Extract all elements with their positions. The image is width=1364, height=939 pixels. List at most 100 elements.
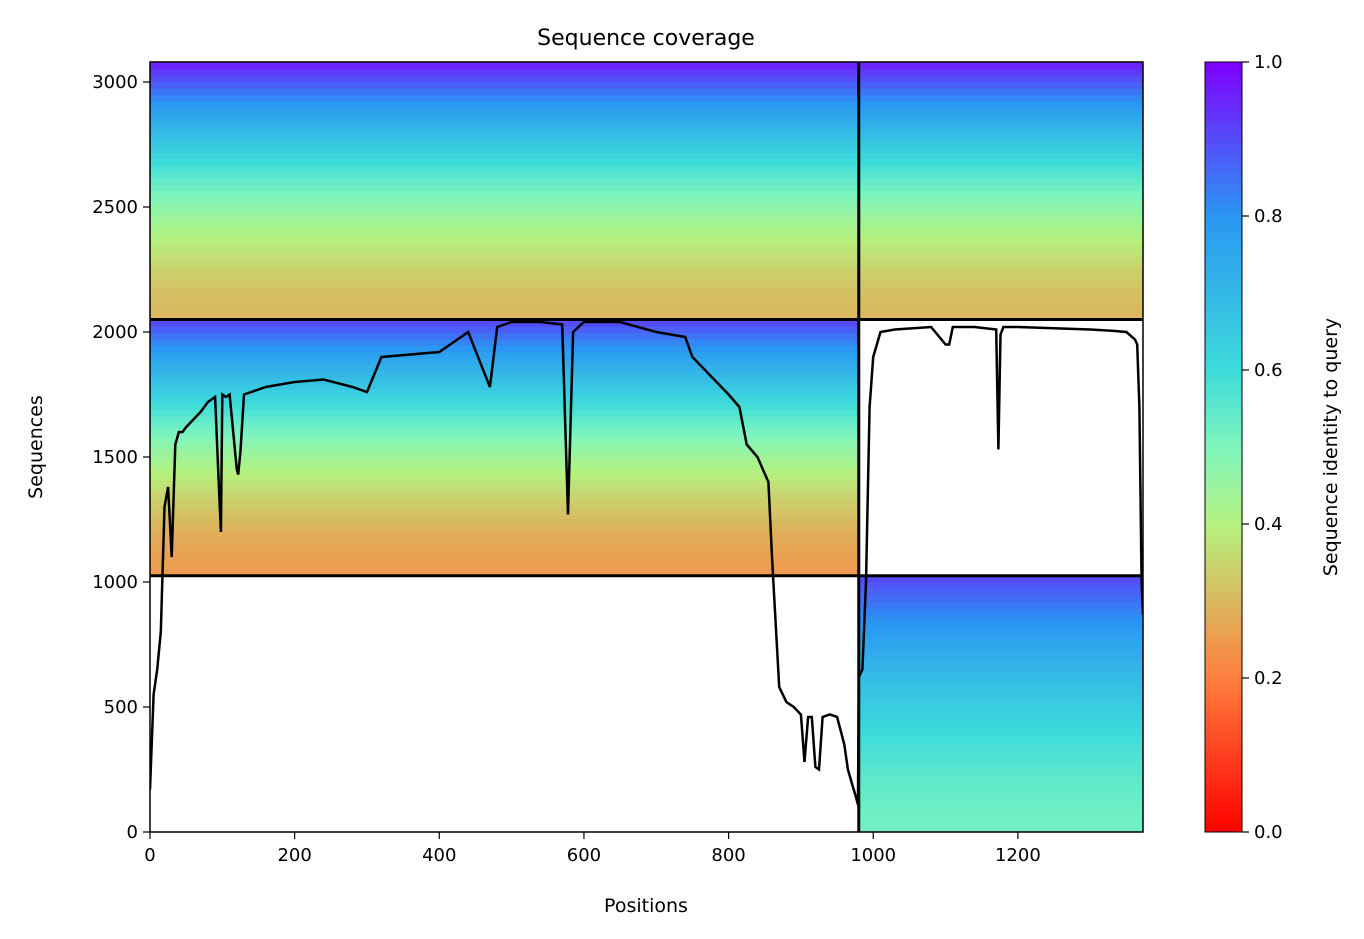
block-boundaries (150, 62, 1143, 832)
x-axis-ticks: 0 200 400 600 800 1000 1200 (144, 832, 1041, 866)
chart-title: Sequence coverage (537, 26, 755, 51)
heatmap-band (858, 723, 1143, 731)
heatmap-band (858, 646, 1143, 654)
y-tick-label: 0 (127, 822, 138, 843)
heatmap-band (150, 300, 1143, 308)
heatmap-band (858, 691, 1143, 699)
heatmap-band (150, 139, 1143, 147)
x-axis-label: Positions (604, 895, 688, 917)
heatmap-band (150, 190, 1143, 198)
heatmap-band (150, 422, 859, 430)
heatmap-band (858, 594, 1143, 602)
heatmap-band (858, 671, 1143, 679)
heatmap-band (150, 466, 859, 474)
heatmap-band (150, 441, 859, 449)
heatmap-band (150, 364, 859, 372)
heatmap-band (150, 556, 859, 564)
heatmap-band (150, 62, 1143, 70)
heatmap-band (858, 652, 1143, 660)
x-tick-label: 600 (567, 845, 601, 866)
heatmap-band (150, 242, 1143, 250)
heatmap-band (150, 562, 859, 570)
heatmap-band (150, 345, 859, 353)
heatmap-band (150, 100, 1143, 108)
heatmap-band (150, 113, 1143, 121)
x-tick-label: 1000 (850, 845, 896, 866)
y-tick-label: 3000 (92, 72, 138, 93)
heatmap-band (150, 434, 859, 442)
heatmap-band (150, 145, 1143, 153)
colorbar (1204, 61, 1243, 833)
heatmap-band (858, 639, 1143, 647)
y-tick-label: 2000 (92, 322, 138, 343)
heatmap-band (150, 216, 1143, 224)
heatmap-band (858, 793, 1143, 801)
coverage-line (150, 320, 1143, 807)
heatmap-band (150, 389, 859, 397)
heatmap-band (150, 511, 859, 519)
heatmap-band (150, 280, 1143, 288)
heatmap-band (858, 825, 1143, 832)
heatmap-band (150, 261, 1143, 269)
heatmap-band (150, 370, 859, 378)
heatmap-band (150, 325, 859, 333)
heatmap-band (150, 319, 859, 327)
heatmap-band (858, 601, 1143, 609)
heatmap-band (858, 787, 1143, 795)
plot-frame (149, 61, 1144, 833)
coverage-heatmap (150, 62, 1143, 832)
heatmap-band (858, 703, 1143, 711)
heatmap-band (150, 210, 1143, 218)
heatmap-band (150, 293, 1143, 301)
heatmap-band (150, 332, 859, 340)
heatmap-band (150, 396, 859, 404)
heatmap-band (858, 716, 1143, 724)
colorbar-tick-label: 0.4 (1254, 514, 1283, 535)
heatmap-band (858, 607, 1143, 615)
heatmap-band (150, 255, 1143, 263)
heatmap-band (150, 409, 859, 417)
heatmap-band (150, 505, 859, 513)
heatmap-band (858, 806, 1143, 814)
y-tick-label: 1500 (92, 447, 138, 468)
heatmap-band (150, 119, 1143, 127)
heatmap-band (858, 582, 1143, 590)
heatmap-band (150, 184, 1143, 192)
heatmap-band (150, 177, 1143, 185)
heatmap-band (150, 313, 1143, 321)
heatmap-band (858, 780, 1143, 788)
colorbar-label: Sequence identity to query (1320, 318, 1342, 576)
heatmap-band (150, 550, 859, 558)
heatmap-band (858, 729, 1143, 737)
heatmap-band (150, 492, 859, 500)
heatmap-band (150, 107, 1143, 115)
heatmap-band (150, 287, 1143, 295)
heatmap-band (858, 710, 1143, 718)
heatmap-band (858, 799, 1143, 807)
heatmap-band (150, 486, 859, 494)
heatmap-band (150, 569, 859, 577)
heatmap-band (150, 524, 859, 532)
heatmap-band (858, 767, 1143, 775)
y-tick-label: 2500 (92, 197, 138, 218)
heatmap-band (150, 351, 859, 359)
heatmap-band (150, 415, 859, 423)
y-axis-ticks: 0 500 1000 1500 2000 2500 3000 (92, 72, 150, 843)
heatmap-band (858, 819, 1143, 827)
heatmap-block (150, 62, 1143, 321)
heatmap-band (150, 338, 859, 346)
heatmap-band (150, 248, 1143, 256)
y-axis-label: Sequences (25, 395, 47, 499)
colorbar-tick-label: 0.0 (1254, 822, 1283, 843)
heatmap-band (150, 94, 1143, 102)
heatmap-band (150, 518, 859, 526)
heatmap-band (150, 197, 1143, 205)
heatmap-band (150, 152, 1143, 160)
heatmap-band (858, 684, 1143, 692)
heatmap-band (150, 460, 859, 468)
heatmap-band (858, 812, 1143, 820)
heatmap-band (150, 454, 859, 462)
heatmap-band (150, 126, 1143, 134)
heatmap-band (150, 357, 859, 365)
